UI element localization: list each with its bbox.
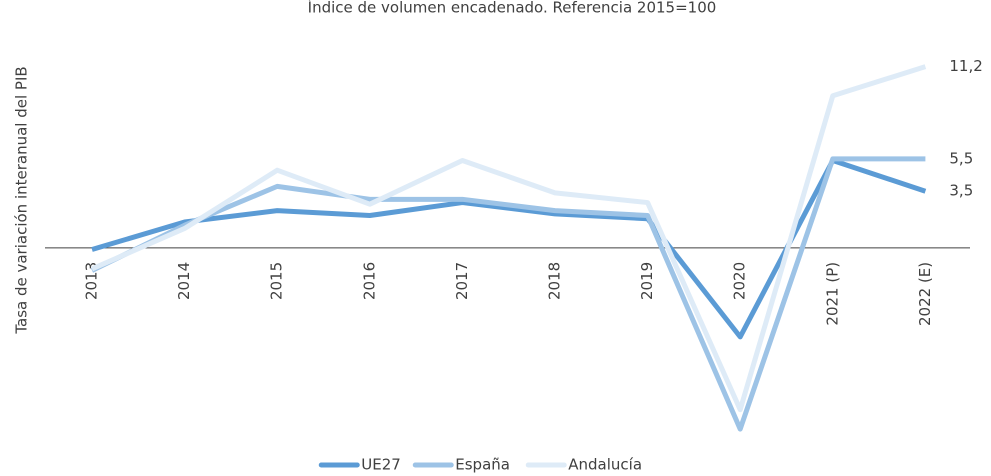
value-label: 3,5 bbox=[949, 182, 973, 200]
series-line bbox=[90, 156, 926, 432]
legend-label: Andalucía bbox=[568, 456, 642, 474]
x-tick-label: 2017 bbox=[453, 262, 471, 300]
x-tick-label: 2019 bbox=[638, 262, 656, 300]
value-label: 5,5 bbox=[949, 149, 973, 167]
series-line bbox=[90, 64, 927, 413]
x-tick-label: 2013 bbox=[83, 262, 101, 300]
x-tick-label: 2014 bbox=[175, 262, 193, 300]
x-tick-label: 2015 bbox=[268, 262, 286, 300]
x-tick-label: 2022 (E) bbox=[916, 262, 934, 326]
x-tick-label: 2018 bbox=[546, 262, 564, 300]
legend-label: España bbox=[455, 456, 510, 474]
x-tick-label: 2020 bbox=[731, 262, 749, 300]
value-label: 11,2 bbox=[949, 57, 982, 75]
y-axis-label: Tasa de variación interanual del PIB bbox=[13, 66, 31, 334]
x-tick-label: 2016 bbox=[360, 262, 378, 300]
legend-label: UE27 bbox=[361, 456, 401, 474]
chart-title: Índice de volumen encadenado. Referencia… bbox=[308, 0, 717, 17]
x-tick-label: 2021 (P) bbox=[823, 262, 841, 326]
